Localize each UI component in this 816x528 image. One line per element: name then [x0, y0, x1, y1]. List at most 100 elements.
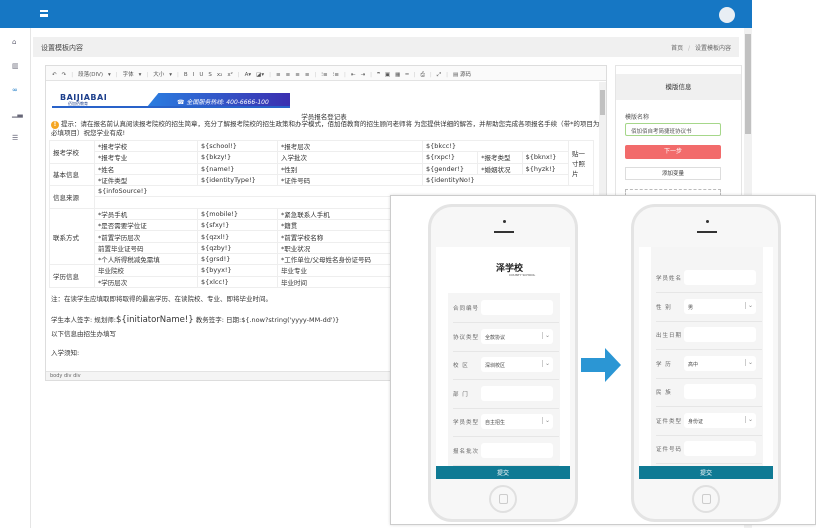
chevron-down-icon[interactable]: ⌄	[744, 358, 753, 366]
toolbar-button[interactable]: A▾	[244, 72, 252, 78]
table-cell[interactable]: *报考类型	[477, 151, 523, 164]
table-cell[interactable]: ${bknx!}	[521, 151, 570, 164]
table-cell[interactable]: *性别	[277, 162, 423, 175]
field-input[interactable]	[684, 384, 756, 399]
toolbar-button[interactable]: ⁝≡	[321, 72, 328, 78]
field-select[interactable]: 全款协议 ⌄	[481, 328, 553, 344]
toolbar-button[interactable]: S	[208, 72, 212, 78]
table-cell[interactable]: ${bkzy!}	[197, 151, 278, 164]
toolbar-button[interactable]: ⇤	[350, 72, 356, 78]
field-input[interactable]	[684, 270, 756, 285]
table-cell[interactable]: *报考学校	[94, 139, 198, 153]
table-cell[interactable]: 报考学校	[49, 140, 95, 164]
toolbar-button[interactable]: I	[192, 72, 195, 78]
toolbar-button[interactable]: ◪▾	[256, 72, 265, 78]
table-cell[interactable]: ${rxpc!}	[421, 151, 479, 164]
template-name-input[interactable]: 佰加佰自考简捷班协议书	[625, 123, 721, 136]
toolbar-button[interactable]: ⁝≡	[332, 72, 340, 78]
next-step-button[interactable]: 下一步	[625, 145, 721, 159]
table-cell[interactable]: *学历层次	[94, 275, 198, 288]
toolbar-button[interactable]: ⇥	[360, 72, 366, 78]
add-variable-button[interactable]: 添加变量	[625, 167, 721, 180]
table-cell[interactable]: ${grsd!}	[197, 252, 278, 266]
table-cell[interactable]: *是否需要学位证	[94, 219, 198, 232]
table-cell[interactable]: ${sfxy!}	[197, 219, 278, 232]
table-cell[interactable]: *报考专业	[94, 151, 198, 164]
table-cell[interactable]: 学历信息	[49, 264, 95, 288]
table-cell[interactable]: *姓名	[94, 162, 198, 175]
link-icon[interactable]: ∞	[12, 86, 18, 94]
table-cell[interactable]: 联系方式	[49, 207, 95, 266]
editor-scrollbar-thumb[interactable]	[600, 90, 605, 115]
table-cell[interactable]: ${identityType!}	[197, 173, 278, 187]
table-cell[interactable]: *证件类型	[94, 173, 198, 187]
toolbar-button[interactable]: B	[183, 72, 188, 78]
toolbar-button[interactable]: ⎙	[420, 72, 425, 78]
field-select[interactable]: 自主招生 ⌄	[481, 414, 553, 429]
chevron-down-icon[interactable]: ⌄	[541, 417, 550, 424]
table-cell[interactable]: *学员手机	[94, 207, 198, 221]
table-cell[interactable]: ${hyzk!}	[521, 162, 570, 175]
table-cell[interactable]: 前置毕业证号码	[94, 241, 198, 254]
field-select[interactable]: 高中 ⌄	[684, 355, 756, 371]
chevron-down-icon[interactable]: ⌄	[541, 360, 550, 367]
table-cell[interactable]: ${school!}	[197, 139, 278, 153]
chart-icon[interactable]: ▁▃	[12, 110, 23, 118]
toolbar-button[interactable]: ⤢	[436, 72, 442, 78]
chevron-down-icon[interactable]: ⌄	[744, 301, 753, 309]
toolbar-button[interactable]: ≡	[276, 72, 281, 78]
toolbar-button[interactable]: 段落(DIV)	[78, 72, 103, 78]
table-cell[interactable]: ${identityNo!}	[422, 173, 569, 187]
table-cell[interactable]: 贴一寸照片	[568, 139, 594, 187]
table-cell[interactable]: *个人所得税减免需填	[94, 252, 198, 266]
toolbar-button[interactable]: ▦	[395, 72, 401, 78]
toolbar-button[interactable]: 字体	[122, 72, 134, 78]
table-cell[interactable]: *证件号码	[277, 173, 423, 187]
field-input[interactable]	[481, 300, 553, 315]
table-cell[interactable]: ${xlcc!}	[197, 275, 278, 288]
toolbar-button[interactable]: ≡	[304, 72, 310, 78]
table-cell[interactable]: 毕业院校	[94, 264, 198, 277]
list-icon[interactable]: ☰	[12, 134, 19, 142]
table-cell[interactable]: ${qzxl!}	[197, 230, 278, 243]
table-cell[interactable]: ${mobile!}	[197, 207, 278, 221]
toolbar-button[interactable]: ▤ 源码	[453, 72, 471, 78]
field-input[interactable]	[481, 442, 553, 458]
home-icon[interactable]: ⌂	[12, 38, 17, 46]
toolbar-button[interactable]: ▾	[138, 72, 142, 78]
table-cell[interactable]: ${byyx!}	[197, 264, 278, 277]
toolbar-button[interactable]: ≡	[295, 72, 300, 78]
table-cell[interactable]: 入学批次	[277, 151, 423, 164]
chevron-down-icon[interactable]: ⌄	[541, 331, 550, 339]
toolbar-button[interactable]: ▾	[108, 72, 111, 78]
table-cell[interactable]: ${bkcc!}	[422, 139, 569, 153]
toolbar-button[interactable]: ↷	[61, 72, 67, 78]
field-select[interactable]: 深圳校区 ⌄	[481, 357, 553, 372]
field-select[interactable]: 身份证 ⌄	[684, 412, 756, 428]
table-cell[interactable]: ${name!}	[197, 162, 278, 175]
breadcrumb-home[interactable]: 首页	[671, 45, 684, 52]
field-input[interactable]	[684, 327, 756, 342]
user-avatar[interactable]	[719, 7, 735, 23]
table-cell[interactable]: 基本信息	[49, 162, 95, 187]
toolbar-button[interactable]: ═	[405, 72, 409, 78]
field-select[interactable]: 男 ⌄	[684, 298, 756, 314]
field-input[interactable]	[481, 385, 553, 401]
toolbar-button[interactable]: x₂	[216, 72, 223, 78]
field-input[interactable]	[684, 441, 756, 456]
table-cell[interactable]: *报考层次	[277, 139, 423, 153]
toolbar-button[interactable]: U	[199, 72, 204, 78]
toolbar-button[interactable]: ▣	[384, 72, 391, 78]
submit-button[interactable]: 提交	[639, 466, 773, 479]
bank-icon[interactable]: ▥	[12, 62, 19, 70]
chevron-down-icon[interactable]: ⌄	[744, 415, 753, 423]
table-cell[interactable]: ${gender!}	[421, 162, 479, 175]
toolbar-button[interactable]: ↶	[52, 72, 57, 78]
toolbar-button[interactable]: ≡	[285, 72, 291, 78]
hamburger-icon[interactable]	[40, 10, 48, 17]
toolbar-button[interactable]: ▾	[169, 72, 173, 78]
table-cell[interactable]: ${qzby!}	[197, 241, 278, 254]
toolbar-button[interactable]: x²	[227, 72, 233, 78]
table-cell[interactable]: *婚姻状况	[477, 162, 523, 175]
toolbar-button[interactable]: 大小	[153, 72, 165, 78]
